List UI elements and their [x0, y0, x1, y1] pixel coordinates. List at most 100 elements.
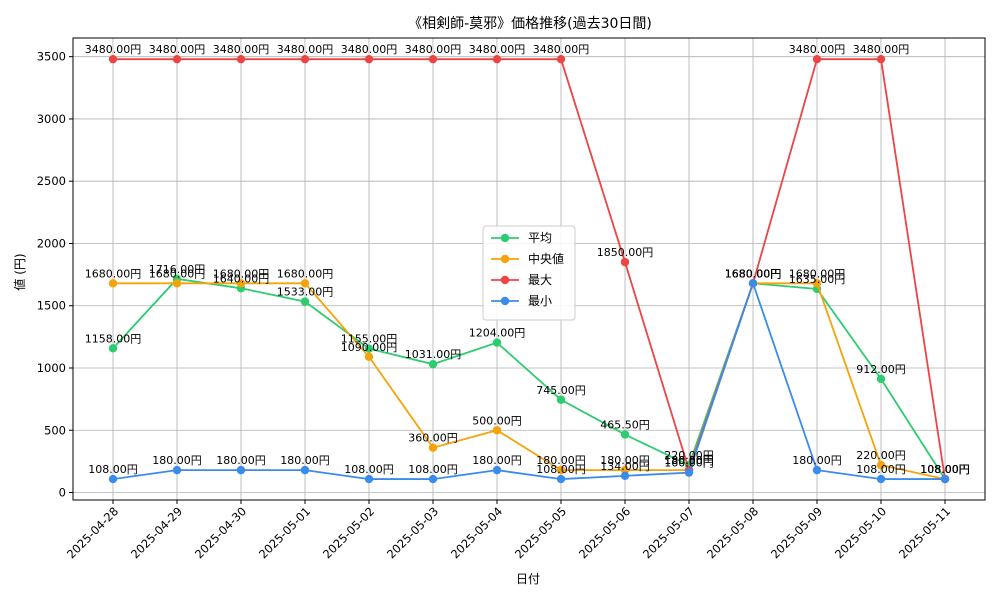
series-group: [108, 54, 950, 484]
data-label: 1158.00円: [85, 332, 142, 345]
series-line: [112, 280, 945, 480]
data-point: [876, 54, 886, 64]
data-point: [172, 465, 182, 475]
data-label: 1031.00円: [405, 348, 462, 361]
data-label: 108.00円: [408, 463, 458, 476]
y-axis-label: 値 (円): [12, 253, 27, 290]
data-label: 465.50円: [600, 419, 650, 432]
data-label: 180.00円: [536, 454, 586, 467]
data-point: [620, 430, 630, 439]
x-tick-label: 2025-05-03: [384, 504, 441, 561]
data-point: [940, 474, 950, 484]
data-point: [492, 54, 502, 64]
data-label: 3480.00円: [853, 43, 910, 56]
data-point: [172, 54, 182, 64]
data-point: [428, 443, 438, 452]
x-tick-label: 2025-04-29: [128, 504, 185, 561]
x-tick-label: 2025-04-30: [192, 504, 249, 561]
data-point: [300, 465, 310, 475]
data-point: [172, 279, 182, 288]
data-label: 180.00円: [472, 454, 522, 467]
legend-box: [482, 225, 576, 321]
data-label: 108.00円: [344, 463, 394, 476]
data-label: 912.00円: [856, 363, 906, 376]
legend-marker: [500, 254, 510, 264]
data-label: 180.00円: [664, 454, 714, 467]
data-labels: 1158.00円 1716.00円 1640.00円 1533.00円 1155.00円…: [85, 43, 970, 476]
data-label: 1680.00円: [277, 267, 334, 280]
data-label: 108.00円: [856, 463, 906, 476]
data-label: 3480.00円: [533, 43, 590, 56]
data-point: [492, 338, 502, 347]
data-point: [812, 279, 822, 288]
data-label: 180.00円: [280, 454, 330, 467]
data-point: [300, 54, 310, 64]
x-tick-label: 2025-05-05: [512, 504, 569, 561]
data-label: 1680.00円: [725, 267, 782, 280]
x-tick-label: 2025-05-06: [576, 504, 633, 561]
y-tick-label: 3000: [37, 112, 66, 126]
y-tick-label: 1500: [37, 299, 66, 313]
data-point: [812, 465, 822, 475]
data-point: [748, 279, 758, 288]
data-label: 1680.00円: [725, 267, 782, 280]
data-label: 1204.00円: [469, 327, 526, 340]
data-point: [428, 54, 438, 64]
series-line: [113, 282, 946, 480]
data-label: 220.00円: [664, 449, 714, 462]
data-point: [684, 468, 694, 477]
data-point: [236, 465, 246, 475]
y-tick-label: 2000: [37, 236, 66, 250]
data-label: 3480.00円: [85, 43, 142, 56]
data-label: 3480.00円: [149, 43, 206, 56]
legend-label: 最大: [528, 273, 552, 287]
chart-title: 《相剣師-莫邪》価格推移(過去30日間): [408, 16, 652, 32]
data-point: [556, 54, 566, 64]
data-point: [876, 460, 886, 470]
data-label: 1635.00円: [789, 273, 846, 286]
series-line: [112, 277, 946, 480]
x-tick-label: 2025-05-02: [320, 504, 377, 561]
data-label: 3480.00円: [341, 43, 398, 56]
y-tick-label: 3500: [37, 50, 66, 64]
data-point: [236, 54, 246, 64]
legend-marker: [500, 296, 510, 306]
x-tick-label: 2025-05-09: [768, 504, 825, 561]
x-tick-label: 2025-05-08: [704, 504, 761, 561]
x-tick-label: 2025-05-04: [448, 504, 505, 561]
data-point: [108, 279, 118, 288]
legend-label: 平均: [528, 231, 552, 245]
data-point: [364, 344, 374, 353]
data-label: 1680.00円: [789, 267, 846, 280]
data-label: 1716.00円: [149, 263, 206, 276]
data-label: 180.00円: [664, 454, 714, 467]
data-label: 1533.00円: [277, 286, 334, 299]
data-point: [620, 471, 630, 481]
y-tick-label: 0: [59, 486, 66, 500]
data-label: 1680.00円: [725, 267, 782, 280]
data-label: 160.00円: [664, 457, 714, 470]
data-label: 108.00円: [920, 463, 970, 476]
data-point: [364, 54, 374, 64]
data-label: 1850.00円: [597, 246, 654, 259]
data-label: 3480.00円: [405, 43, 462, 56]
data-label: 108.00円: [920, 463, 970, 476]
data-label: 360.00円: [408, 432, 458, 445]
data-label: 1680.00円: [149, 267, 206, 280]
data-point: [364, 474, 374, 484]
data-label: 1640.00円: [213, 272, 270, 285]
series-line: [113, 58, 946, 480]
legend-marker: [500, 233, 510, 243]
x-tick-label: 2025-04-28: [64, 504, 121, 561]
data-point: [108, 54, 118, 64]
data-label: 745.00円: [536, 384, 586, 397]
data-point: [428, 474, 438, 484]
data-label: 180.00円: [792, 454, 842, 467]
data-point: [876, 474, 886, 484]
data-label: 108.00円: [536, 463, 586, 476]
data-label: 220.00円: [856, 449, 906, 462]
y-tick-label: 500: [44, 423, 66, 437]
